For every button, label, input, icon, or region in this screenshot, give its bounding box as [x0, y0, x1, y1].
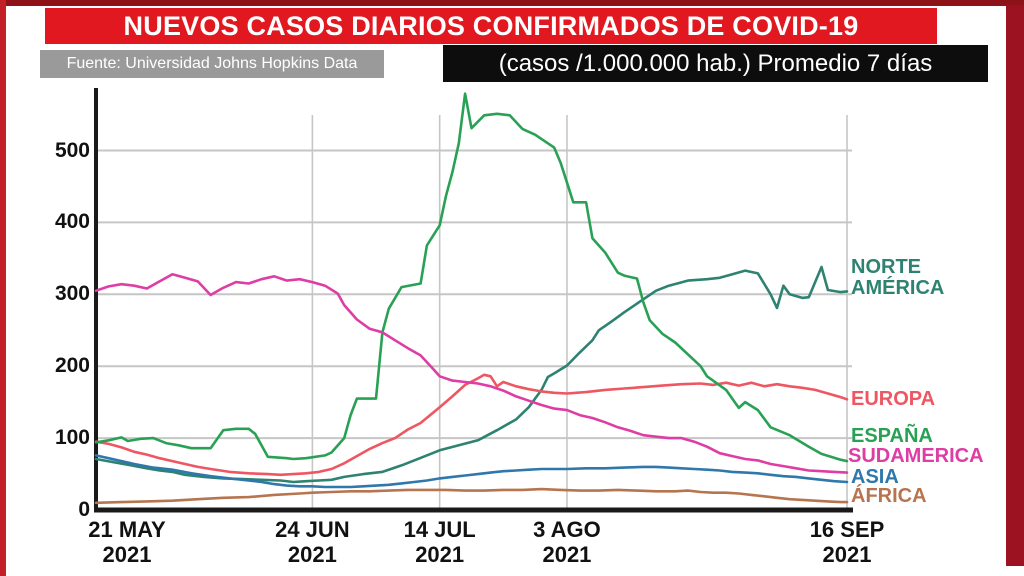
y-tick-400: 400 — [54, 210, 90, 234]
line-series-5 — [94, 487, 849, 505]
series-label-asia: ASIA — [851, 466, 899, 488]
y-tick-0: 0 — [78, 498, 90, 521]
page-title: NUEVOS CASOS DIARIOS CONFIRMADOS DE COVI… — [45, 8, 937, 44]
series-label-sudamerica: SUDAMERICA — [848, 445, 984, 467]
x-tick-3 AGO: 3 AGO 2021 — [533, 517, 601, 567]
line-series-3 — [94, 272, 849, 474]
top-border — [0, 0, 1024, 6]
chart-subtitle: (casos /1.000.000 hab.) Promedio 7 días — [443, 45, 988, 82]
y-tick-100: 100 — [54, 426, 90, 450]
source-attribution: Fuente: Universidad Johns Hopkins Data — [40, 50, 384, 78]
series-label-espana: ESPAÑA — [851, 425, 933, 447]
x-tick-16 SEP: 16 SEP 2021 — [809, 517, 885, 567]
x-tick-21 MAY: 21 MAY 2021 — [88, 517, 166, 567]
y-tick-500: 500 — [54, 138, 90, 162]
line-series-1 — [94, 373, 849, 477]
line-series-2 — [94, 92, 849, 463]
x-tick-24 JUN: 24 JUN 2021 — [275, 517, 350, 567]
y-tick-300: 300 — [54, 282, 90, 306]
y-tick-200: 200 — [54, 354, 90, 378]
series-label-africa: ÁFRICA — [851, 485, 927, 507]
line-series-0 — [94, 265, 849, 484]
x-tick-14 JUL: 14 JUL 2021 — [403, 517, 476, 567]
right-border — [1006, 5, 1024, 566]
left-border — [0, 0, 6, 576]
series-label-europa: EUROPA — [851, 388, 936, 410]
series-label-norte-america: NORTE AMÉRICA — [851, 256, 945, 299]
line-series-4 — [94, 454, 849, 489]
